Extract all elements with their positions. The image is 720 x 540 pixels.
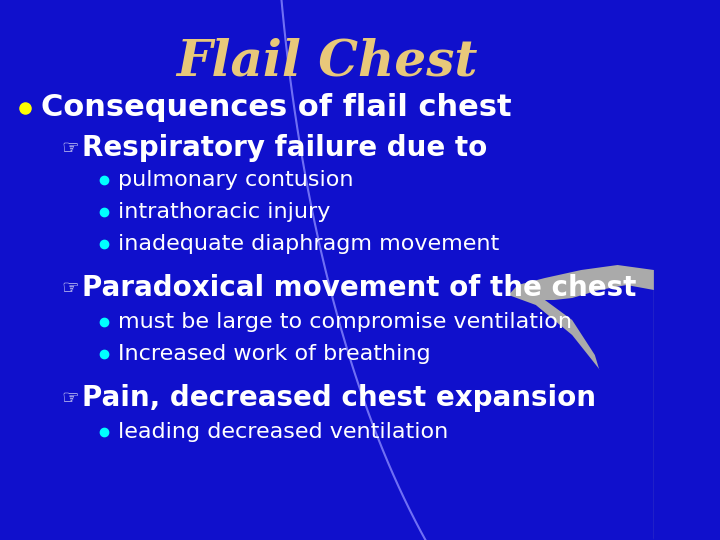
Text: inadequate diaphragm movement: inadequate diaphragm movement — [118, 234, 499, 254]
Text: Paradoxical movement of the chest: Paradoxical movement of the chest — [82, 274, 636, 302]
Polygon shape — [508, 265, 654, 540]
Text: ☞: ☞ — [62, 138, 79, 158]
Text: intrathoracic injury: intrathoracic injury — [118, 202, 330, 222]
Text: ☞: ☞ — [62, 388, 79, 408]
Text: Respiratory failure due to: Respiratory failure due to — [82, 134, 487, 162]
Text: must be large to compromise ventilation: must be large to compromise ventilation — [118, 312, 572, 332]
Text: Flail Chest: Flail Chest — [176, 37, 477, 86]
Text: leading decreased ventilation: leading decreased ventilation — [118, 422, 449, 442]
Text: Increased work of breathing: Increased work of breathing — [118, 344, 431, 364]
Text: ☞: ☞ — [62, 279, 79, 298]
Polygon shape — [545, 285, 654, 540]
Text: Pain, decreased chest expansion: Pain, decreased chest expansion — [82, 384, 595, 412]
Text: Consequences of flail chest: Consequences of flail chest — [41, 93, 511, 123]
Text: pulmonary contusion: pulmonary contusion — [118, 170, 354, 190]
